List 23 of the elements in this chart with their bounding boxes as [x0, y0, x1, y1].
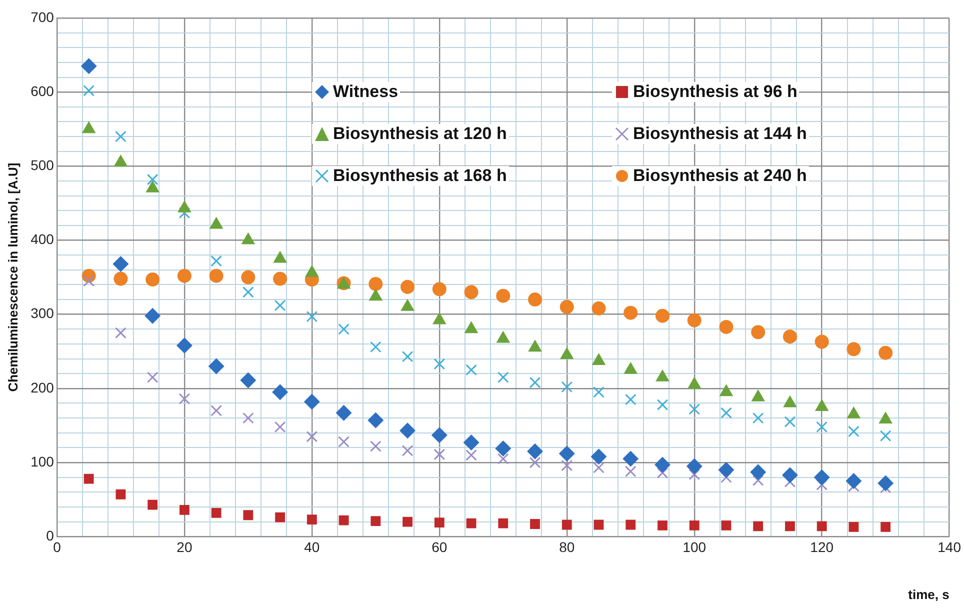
- legend-label: Biosynthesis at 144 h: [633, 124, 807, 144]
- x-tick-label: 140: [938, 538, 962, 555]
- y-tick-label: 200: [30, 379, 54, 396]
- y-axis-title: Chemiluminescence in luminol, [A.U]: [5, 162, 20, 392]
- y-tick-label: 700: [30, 8, 54, 25]
- y-tick-label: 400: [30, 231, 54, 248]
- legend-label: Biosynthesis at 168 h: [333, 166, 507, 186]
- x-tick-label: 40: [304, 538, 320, 555]
- y-tick-label: 0: [46, 527, 54, 544]
- x-axis-title: time, s: [908, 586, 950, 602]
- x-tick-label: 60: [432, 538, 448, 555]
- y-tick-label: 600: [30, 82, 54, 99]
- x-tick-label: 100: [682, 538, 706, 555]
- y-tick-label: 500: [30, 157, 54, 174]
- x-tick-label: 80: [559, 538, 575, 555]
- legend-label: Biosynthesis at 96 h: [633, 82, 798, 102]
- legend-label: Witness: [333, 82, 398, 102]
- x-tick-label: 20: [176, 538, 192, 555]
- legend-label: Biosynthesis at 240 h: [633, 166, 807, 186]
- legend-label: Biosynthesis at 120 h: [333, 124, 507, 144]
- y-tick-label: 100: [30, 453, 54, 470]
- y-tick-label: 300: [30, 305, 54, 322]
- x-tick-label: 120: [810, 538, 834, 555]
